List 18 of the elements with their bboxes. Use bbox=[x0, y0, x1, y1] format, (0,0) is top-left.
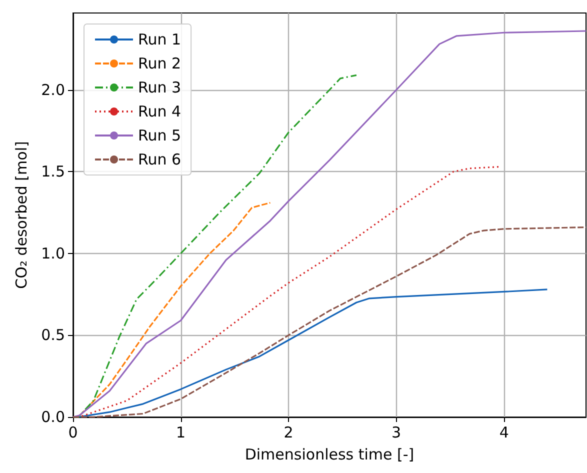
y-tick-label: 0.5 bbox=[41, 326, 65, 344]
y-axis-title: CO₂ desorbed [mol] bbox=[12, 141, 30, 289]
x-tick-label: 4 bbox=[499, 424, 509, 442]
x-tick-label: 3 bbox=[392, 424, 402, 442]
legend-label: Run 5 bbox=[138, 126, 182, 144]
x-axis-title: Dimensionless time [-] bbox=[244, 446, 414, 464]
x-tick-label: 1 bbox=[176, 424, 186, 442]
legend-label: Run 1 bbox=[138, 30, 182, 48]
y-tick-label: 1.5 bbox=[41, 162, 65, 181]
x-tick-label: 0 bbox=[68, 424, 78, 442]
legend-label: Run 3 bbox=[138, 78, 182, 96]
y-tick-label: 2.0 bbox=[41, 80, 65, 99]
legend-label: Run 2 bbox=[138, 54, 182, 72]
x-tick-label: 2 bbox=[284, 424, 294, 442]
y-tick-label: 0.0 bbox=[41, 408, 65, 426]
legend-label: Run 6 bbox=[138, 150, 182, 168]
legend-label: Run 4 bbox=[138, 102, 182, 120]
y-tick-label: 1.0 bbox=[41, 244, 65, 262]
